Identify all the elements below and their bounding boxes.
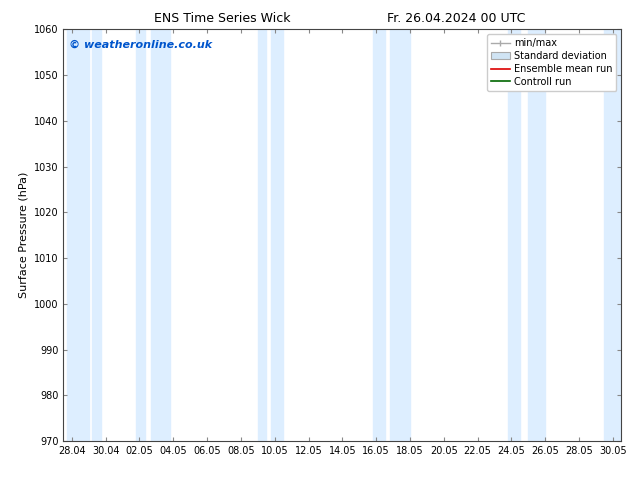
Bar <box>604 29 630 441</box>
Bar <box>92 29 101 441</box>
Bar <box>271 29 283 441</box>
Text: © weatheronline.co.uk: © weatheronline.co.uk <box>69 40 212 49</box>
Y-axis label: Surface Pressure (hPa): Surface Pressure (hPa) <box>18 172 29 298</box>
Bar <box>373 29 385 441</box>
Bar <box>508 29 520 441</box>
Bar <box>67 29 89 441</box>
Legend: min/max, Standard deviation, Ensemble mean run, Controll run: min/max, Standard deviation, Ensemble me… <box>487 34 616 91</box>
Text: ENS Time Series Wick: ENS Time Series Wick <box>153 12 290 25</box>
Bar <box>136 29 145 441</box>
Bar <box>258 29 266 441</box>
Bar <box>528 29 545 441</box>
Text: Fr. 26.04.2024 00 UTC: Fr. 26.04.2024 00 UTC <box>387 12 526 25</box>
Bar <box>390 29 410 441</box>
Bar <box>152 29 170 441</box>
